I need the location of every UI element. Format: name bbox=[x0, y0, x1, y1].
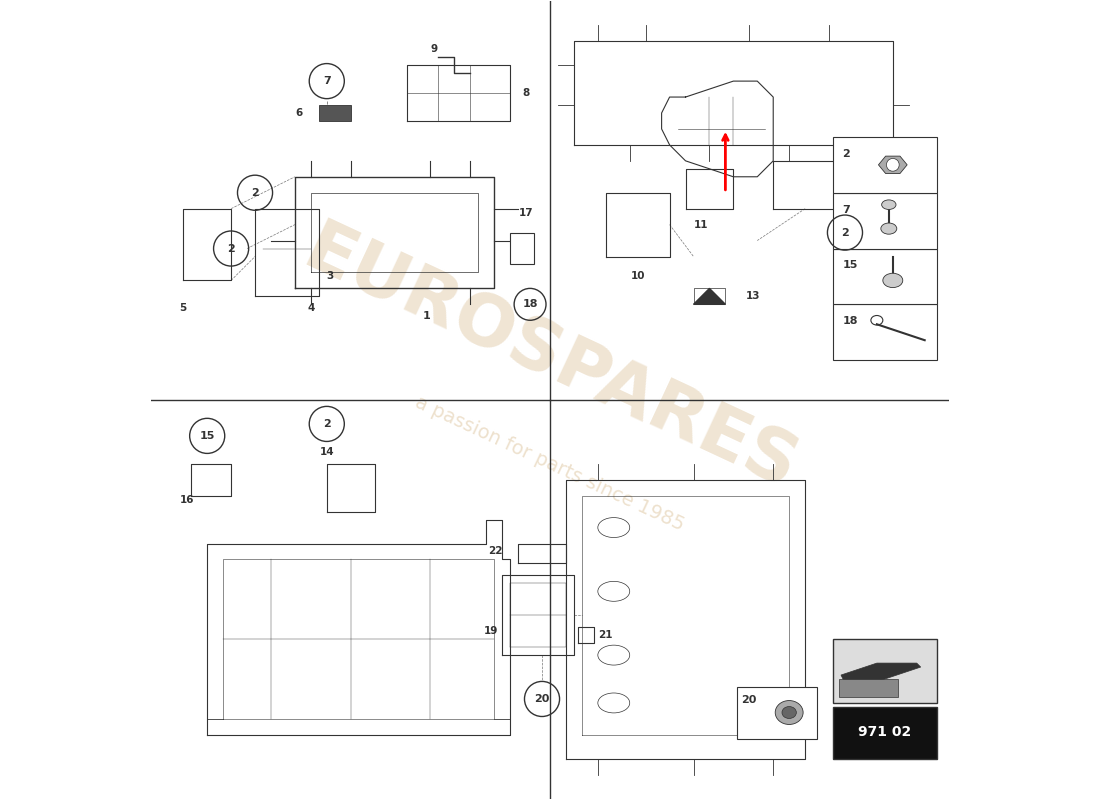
Circle shape bbox=[887, 158, 899, 171]
Text: 13: 13 bbox=[746, 291, 760, 302]
Bar bbox=[737, 687, 817, 739]
Text: 9: 9 bbox=[431, 44, 438, 54]
Text: 2: 2 bbox=[228, 243, 235, 254]
Bar bbox=[833, 707, 937, 758]
Ellipse shape bbox=[782, 706, 796, 718]
Text: 8: 8 bbox=[522, 88, 529, 98]
Text: 2: 2 bbox=[842, 227, 849, 238]
Text: 16: 16 bbox=[180, 494, 195, 505]
Text: 14: 14 bbox=[319, 447, 334, 457]
Text: 7: 7 bbox=[323, 76, 331, 86]
Text: 1: 1 bbox=[422, 311, 430, 322]
Text: 21: 21 bbox=[597, 630, 613, 640]
Text: 7: 7 bbox=[843, 205, 850, 214]
Text: 12: 12 bbox=[849, 180, 864, 190]
Text: 18: 18 bbox=[522, 299, 538, 310]
Text: 2: 2 bbox=[323, 419, 331, 429]
Bar bbox=[838, 679, 899, 697]
Text: 971 02: 971 02 bbox=[858, 726, 912, 739]
Text: 3: 3 bbox=[327, 271, 334, 282]
Text: 17: 17 bbox=[519, 208, 534, 218]
Text: 2: 2 bbox=[251, 188, 258, 198]
Text: 10: 10 bbox=[630, 271, 645, 282]
Text: 19: 19 bbox=[484, 626, 498, 636]
Text: EUROSPARES: EUROSPARES bbox=[293, 215, 807, 505]
Polygon shape bbox=[693, 288, 725, 304]
Text: 11: 11 bbox=[693, 220, 708, 230]
Text: 2: 2 bbox=[843, 149, 850, 159]
Bar bbox=[833, 249, 937, 304]
Text: 18: 18 bbox=[843, 316, 858, 326]
Text: a passion for parts since 1985: a passion for parts since 1985 bbox=[412, 393, 688, 534]
Bar bbox=[833, 304, 937, 360]
Text: 15: 15 bbox=[843, 261, 858, 270]
Text: 4: 4 bbox=[307, 303, 315, 314]
Text: 20: 20 bbox=[741, 695, 757, 705]
Text: 6: 6 bbox=[295, 108, 302, 118]
Ellipse shape bbox=[881, 223, 896, 234]
Text: 15: 15 bbox=[199, 431, 214, 441]
Ellipse shape bbox=[883, 274, 903, 287]
Polygon shape bbox=[319, 105, 351, 121]
Ellipse shape bbox=[881, 200, 896, 210]
Bar bbox=[833, 639, 937, 703]
Bar bbox=[833, 137, 937, 193]
Bar bbox=[833, 193, 937, 249]
Polygon shape bbox=[842, 663, 921, 691]
Text: 22: 22 bbox=[487, 546, 503, 557]
Ellipse shape bbox=[776, 701, 803, 725]
Text: 5: 5 bbox=[179, 303, 187, 314]
Text: 20: 20 bbox=[535, 694, 550, 704]
FancyBboxPatch shape bbox=[510, 233, 535, 265]
Polygon shape bbox=[879, 156, 908, 174]
